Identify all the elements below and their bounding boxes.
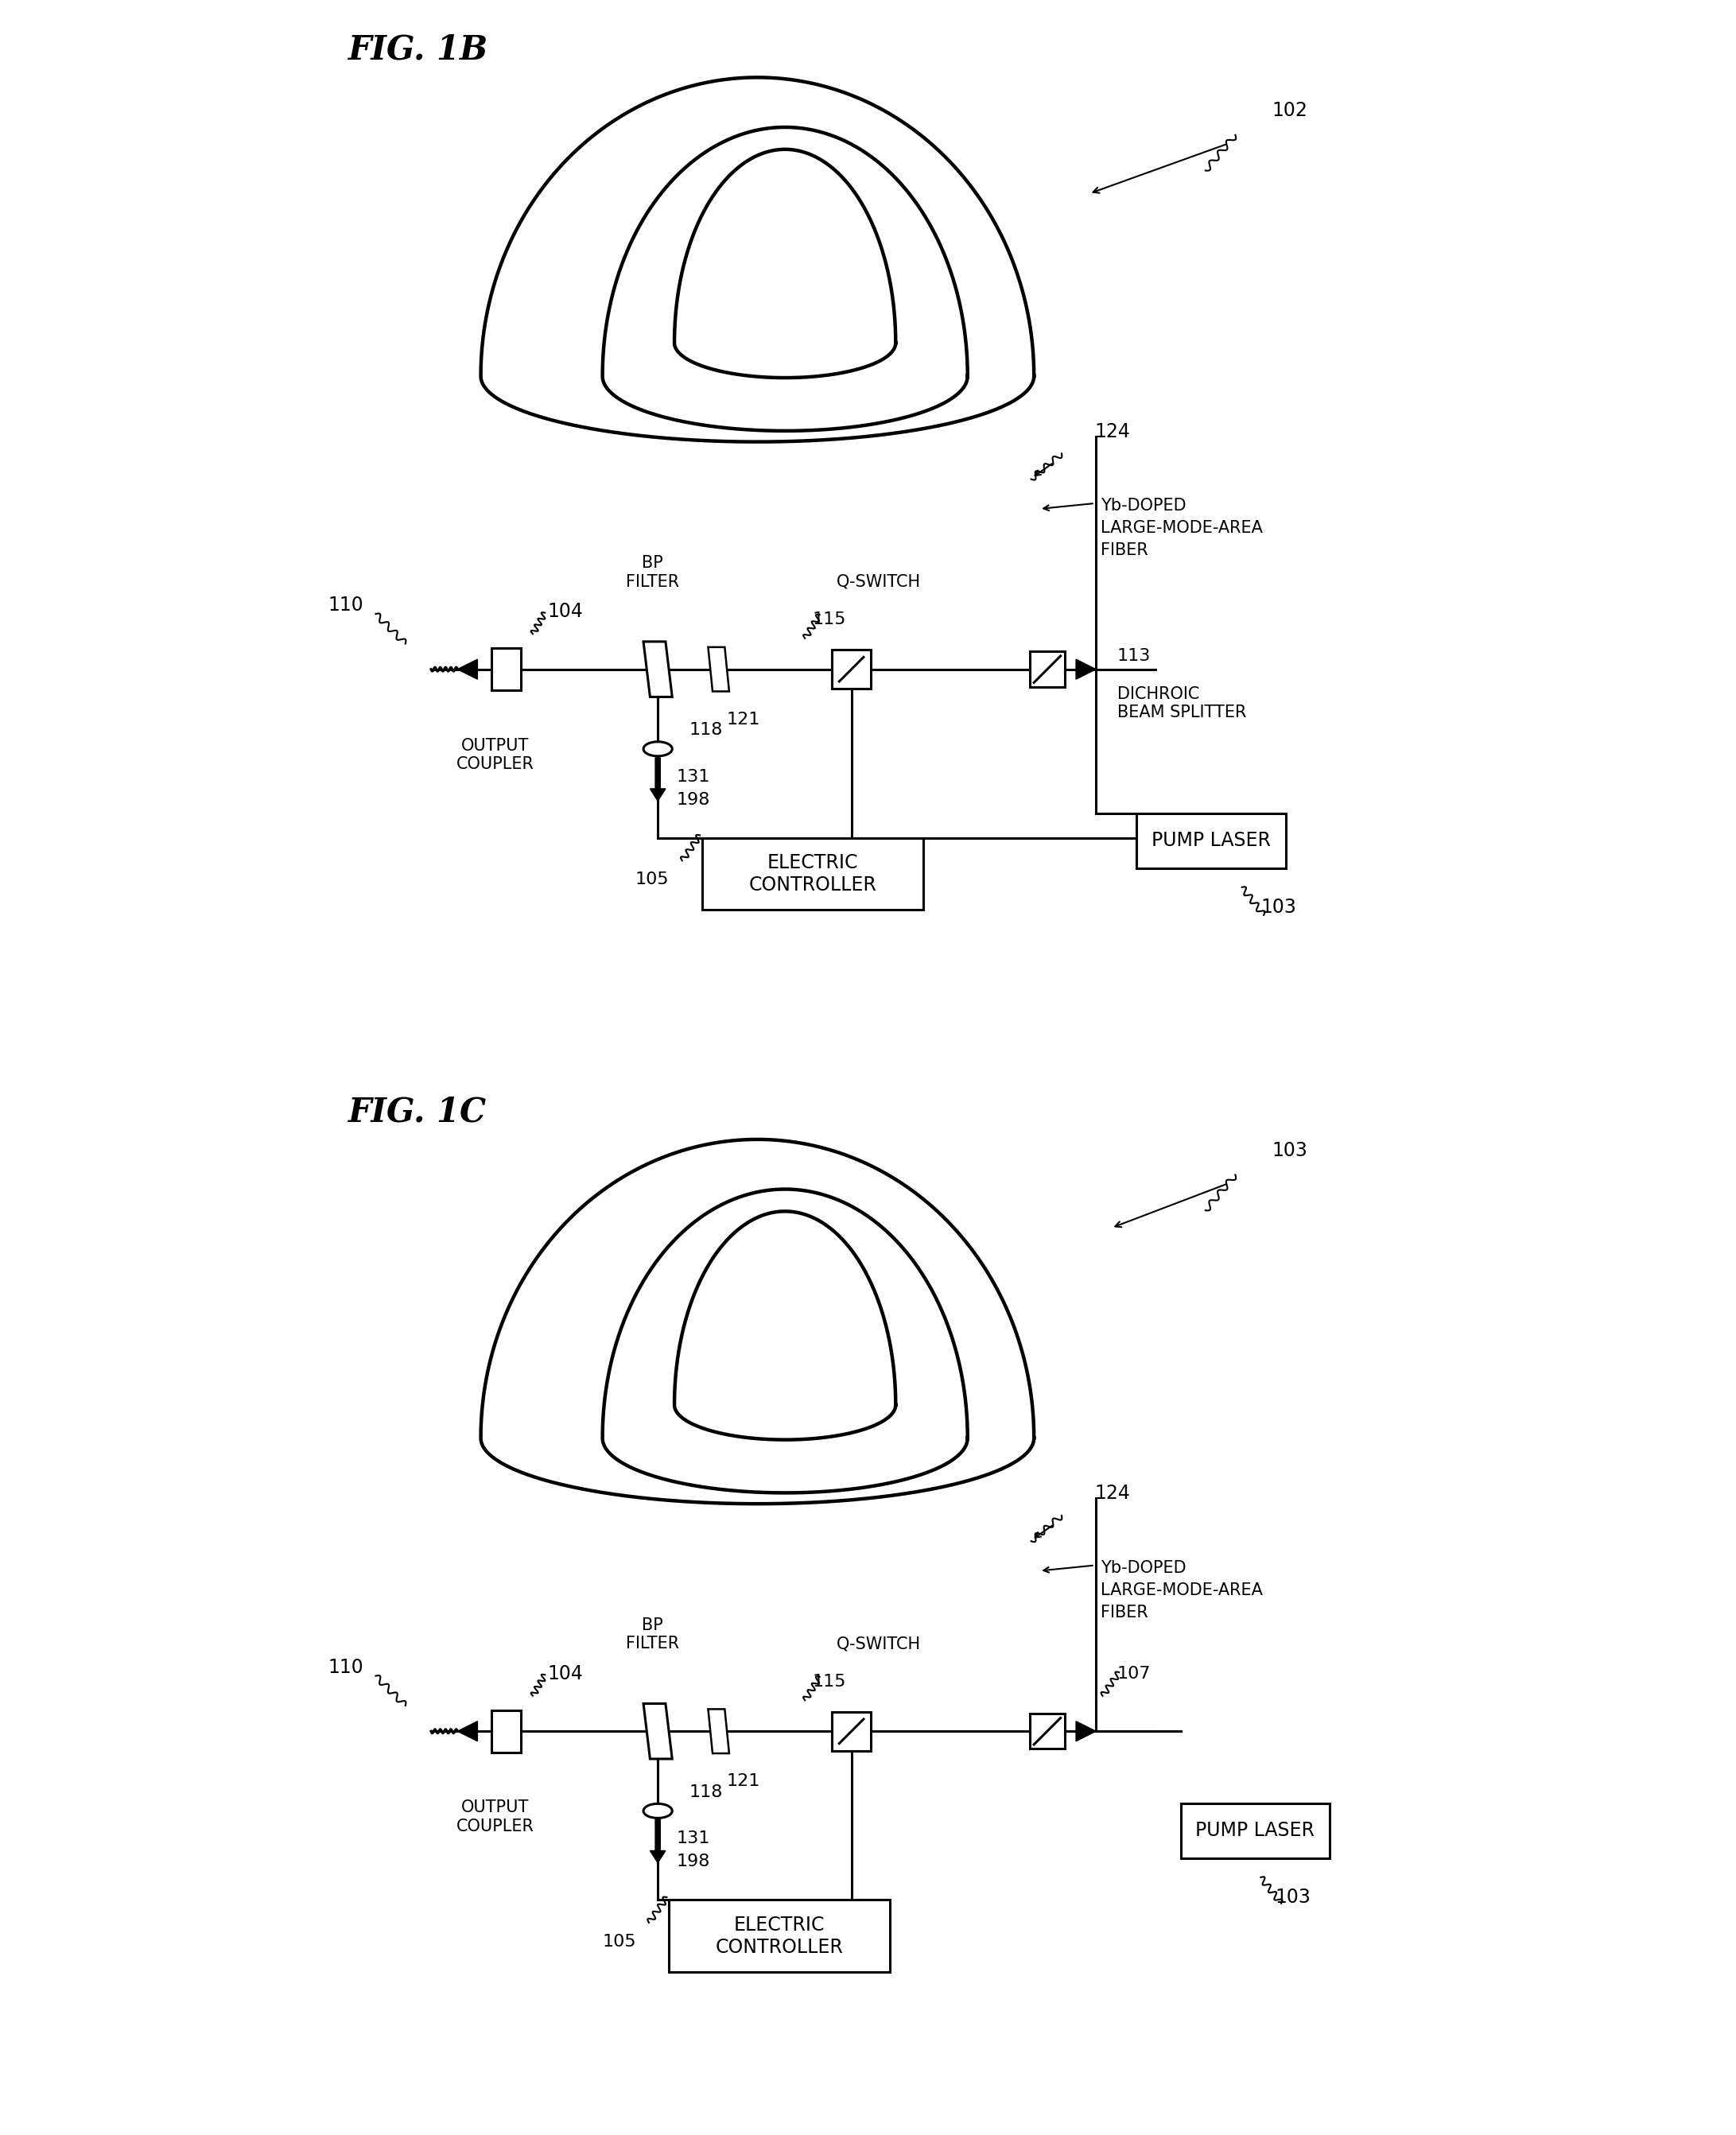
Text: 118: 118 — [689, 722, 722, 739]
Bar — [1029, 1714, 1064, 1749]
Text: 115: 115 — [812, 611, 845, 628]
Text: Q-SWITCH: Q-SWITCH — [837, 574, 922, 589]
Polygon shape — [708, 1710, 729, 1753]
Bar — [668, 1900, 891, 1973]
Text: 115: 115 — [812, 1674, 845, 1689]
Ellipse shape — [644, 1804, 672, 1819]
Bar — [1029, 651, 1064, 687]
Text: 104: 104 — [547, 1663, 583, 1682]
Text: 104: 104 — [547, 602, 583, 621]
Text: 198: 198 — [677, 792, 710, 807]
Text: 198: 198 — [677, 1853, 710, 1870]
Text: ELECTRIC
CONTROLLER: ELECTRIC CONTROLLER — [715, 1915, 844, 1956]
Text: 103: 103 — [1276, 1887, 1311, 1907]
Text: FIG. 1C: FIG. 1C — [347, 1095, 486, 1129]
Text: 105: 105 — [602, 1934, 635, 1949]
Polygon shape — [1076, 1721, 1095, 1742]
Text: 102: 102 — [1272, 100, 1307, 120]
Text: 113: 113 — [1116, 649, 1151, 664]
Text: Q-SWITCH: Q-SWITCH — [837, 1635, 922, 1652]
Bar — [832, 649, 871, 690]
Text: 121: 121 — [726, 1774, 760, 1789]
Text: BP
FILTER: BP FILTER — [625, 555, 679, 589]
Text: 110: 110 — [328, 1657, 363, 1676]
Text: 103: 103 — [1272, 1140, 1307, 1159]
Text: 107: 107 — [1116, 1665, 1151, 1682]
Text: DICHROIC
BEAM SPLITTER: DICHROIC BEAM SPLITTER — [1116, 685, 1246, 719]
Text: ELECTRIC
CONTROLLER: ELECTRIC CONTROLLER — [748, 854, 877, 895]
Text: PUMP LASER: PUMP LASER — [1151, 831, 1271, 850]
Polygon shape — [708, 647, 729, 692]
Ellipse shape — [644, 741, 672, 756]
Text: BP
FILTER: BP FILTER — [625, 1616, 679, 1652]
Text: OUTPUT
COUPLER: OUTPUT COUPLER — [457, 1800, 535, 1834]
Bar — [832, 1712, 871, 1751]
FancyArrow shape — [649, 758, 665, 801]
Text: 131: 131 — [677, 769, 710, 784]
Text: 110: 110 — [328, 596, 363, 615]
Bar — [1137, 813, 1286, 869]
Text: 118: 118 — [689, 1785, 722, 1800]
Text: 131: 131 — [677, 1830, 710, 1847]
Text: FIG. 1B: FIG. 1B — [347, 34, 488, 66]
Bar — [701, 837, 924, 910]
Text: 121: 121 — [726, 711, 760, 728]
FancyArrow shape — [649, 1819, 665, 1864]
Bar — [491, 1710, 521, 1753]
Text: 124: 124 — [1095, 1484, 1130, 1503]
Polygon shape — [644, 643, 672, 696]
Text: OUTPUT
COUPLER: OUTPUT COUPLER — [457, 739, 535, 773]
Text: 124: 124 — [1095, 423, 1130, 442]
Text: 103: 103 — [1260, 897, 1297, 916]
Text: PUMP LASER: PUMP LASER — [1196, 1821, 1314, 1840]
Text: Yb-DOPED
LARGE-MODE-AREA
FIBER: Yb-DOPED LARGE-MODE-AREA FIBER — [1101, 1561, 1262, 1620]
Polygon shape — [1076, 660, 1095, 679]
Text: Yb-DOPED
LARGE-MODE-AREA
FIBER: Yb-DOPED LARGE-MODE-AREA FIBER — [1101, 497, 1262, 557]
Polygon shape — [458, 660, 477, 679]
Polygon shape — [644, 1704, 672, 1759]
Bar — [1180, 1804, 1330, 1857]
Bar — [491, 649, 521, 690]
Text: 105: 105 — [635, 871, 668, 888]
Polygon shape — [458, 1721, 477, 1742]
